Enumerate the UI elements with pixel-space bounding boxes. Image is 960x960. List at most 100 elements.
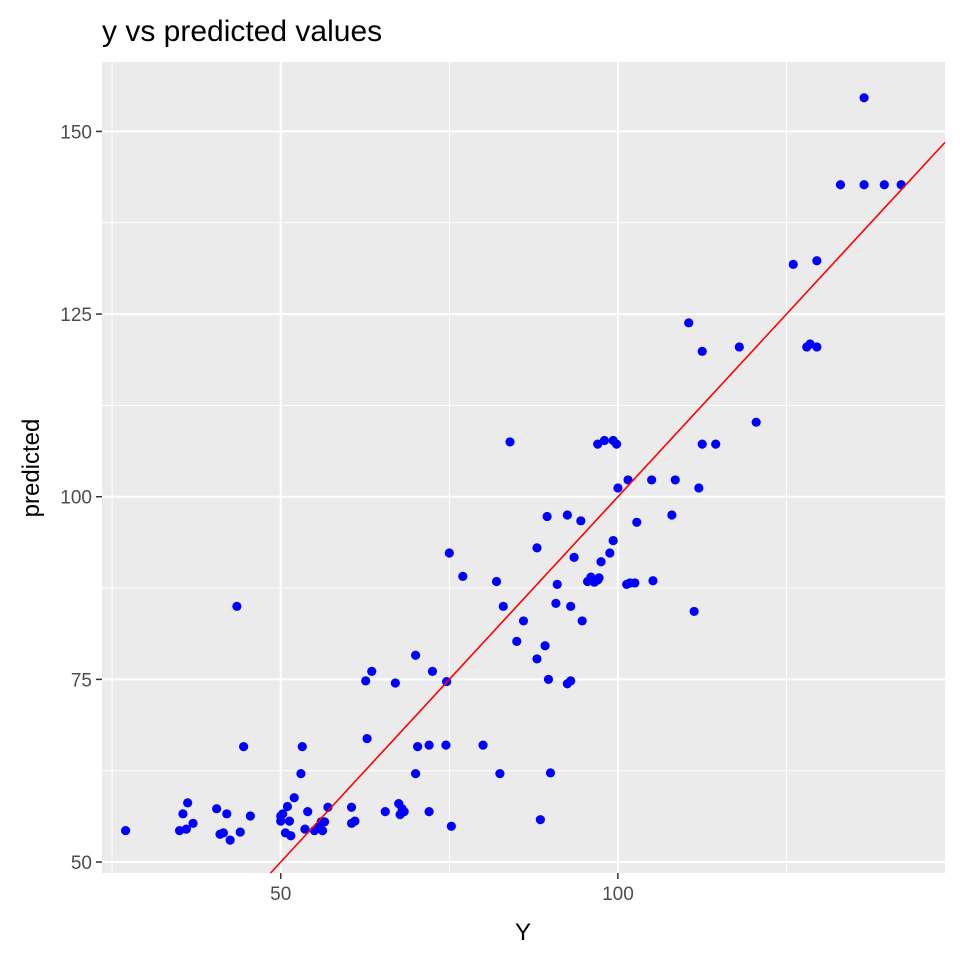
data-point [225,835,235,845]
axes: 50 100 50 75 100 125 150 [60,122,633,905]
data-point [278,809,288,819]
data-point [495,769,505,779]
data-point [444,548,454,558]
data-point [566,601,576,611]
data-point [319,817,330,827]
data-point [446,821,456,831]
data-point [630,578,640,588]
data-point [289,793,299,803]
data-point [670,475,680,485]
data-points [121,93,906,845]
data-point [689,606,699,617]
data-point [562,510,572,520]
data-point [239,742,249,752]
grid-lines [102,62,945,873]
data-point [505,437,515,447]
data-point [121,826,131,836]
data-point [648,576,658,586]
y-tick-label: 150 [60,122,92,143]
data-point [545,768,556,778]
data-point [596,557,606,567]
data-point [613,483,623,493]
data-point [593,439,603,449]
data-point [424,807,434,817]
data-point [410,769,421,779]
data-point [697,439,707,449]
y-tick-label: 50 [71,853,92,874]
data-point [569,552,579,562]
data-point [835,180,846,190]
data-point [576,516,586,526]
data-point [458,571,468,581]
data-point [647,475,657,485]
data-point [346,802,357,812]
data-point [178,809,188,819]
data-point [543,674,554,684]
data-point [859,93,869,103]
data-point [222,809,232,819]
data-point [859,180,869,190]
data-point [498,601,508,611]
data-point [361,676,371,686]
data-point [684,318,694,328]
chart-title: y vs predicted values [102,15,382,48]
x-tick-label: 100 [602,884,634,905]
data-point [566,676,576,686]
data-point [518,616,529,626]
y-tick-label: 100 [60,488,92,509]
data-point [245,811,255,821]
data-point [896,180,906,190]
data-point [711,439,721,449]
data-point [390,678,400,688]
data-point [413,742,423,752]
data-point [296,769,306,779]
data-point [599,435,610,446]
data-point [478,740,488,750]
plot-panel [102,62,945,873]
data-point [303,807,313,817]
data-point [181,824,191,834]
y-tick-label: 125 [60,305,92,326]
data-point [594,573,604,583]
data-point [577,616,587,626]
data-point [367,666,377,676]
x-tick-label: 50 [270,884,291,905]
data-point [424,740,434,750]
data-point [282,801,293,812]
data-point [542,511,552,522]
x-axis-title: Y [515,919,531,946]
data-point [734,342,744,352]
data-point [350,816,360,826]
data-point [212,804,222,814]
data-point [540,641,550,651]
data-point [188,818,198,828]
data-point [300,824,310,834]
data-point [608,535,618,546]
data-point [552,579,562,590]
data-point [297,742,307,752]
data-point [532,654,542,664]
data-point [218,828,228,838]
data-point [535,815,545,825]
data-point [605,548,615,558]
data-point [532,543,542,553]
y-tick-label: 75 [71,670,92,691]
data-point [284,816,295,826]
data-point [235,827,245,837]
data-point [399,807,409,817]
data-point [232,601,242,611]
data-point [410,650,421,660]
data-point [697,346,707,356]
data-point [441,740,451,750]
data-point [694,483,704,493]
data-point [512,636,522,646]
data-point [362,733,372,744]
data-point [380,807,390,817]
data-point [812,256,822,266]
data-point [632,517,642,527]
data-point [183,798,193,808]
panel-background [102,62,945,873]
data-point [427,666,438,676]
data-point [317,826,328,836]
